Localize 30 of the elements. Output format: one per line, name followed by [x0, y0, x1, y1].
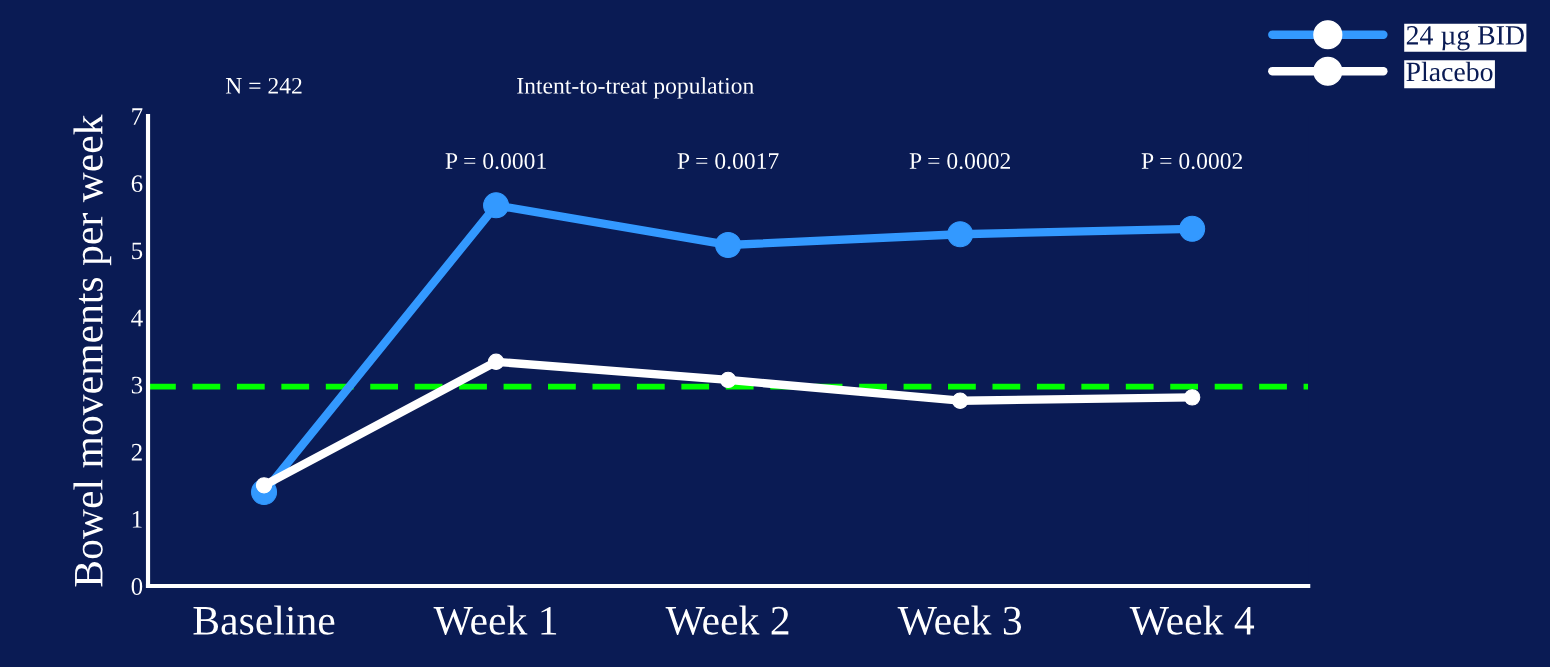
point [715, 231, 742, 258]
y-tick-label: 7 [132, 108, 143, 125]
y-axis-title: Bowel movements per week [73, 114, 112, 587]
x-tick-label: Week 3 [897, 605, 1022, 636]
text: N = 242 [225, 77, 302, 94]
legend-label: Placebo [1406, 61, 1493, 82]
y-tick-label: 4 [131, 309, 143, 327]
y-tick-label: 3 [131, 376, 143, 394]
y-tick-label: 6 [131, 175, 143, 193]
annotation: P = 0.0001 [445, 153, 546, 170]
y-tick-label: 1 [132, 511, 142, 528]
y-tick-label: 0 [131, 578, 143, 595]
point [719, 371, 737, 389]
x-tick-label: Week 4 [1129, 605, 1255, 636]
x-tick-label: Week 2 [665, 605, 789, 636]
point [947, 221, 974, 248]
y-tick-label: 5 [132, 242, 143, 260]
x-tick-label: Baseline [193, 605, 335, 635]
point [951, 392, 969, 409]
annotation: P = 0.0002 [909, 153, 1010, 170]
point [1179, 215, 1206, 242]
point [487, 353, 505, 370]
x-tick-label: Week 1 [433, 605, 557, 636]
annotation: P = 0.0017 [677, 153, 779, 170]
annotation: P = 0.0002 [1141, 153, 1243, 170]
y-tick-label: 2 [131, 443, 142, 461]
point [1184, 389, 1201, 406]
text: Intent-to-treat population [517, 77, 754, 99]
legend-label: 24 µg BID [1406, 26, 1524, 51]
point [483, 192, 510, 219]
